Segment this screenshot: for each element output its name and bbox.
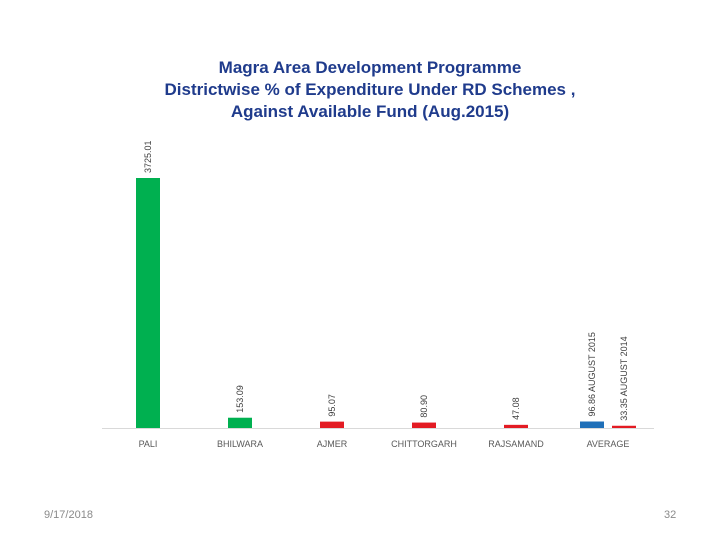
bar-ajmer — [320, 421, 344, 428]
x-tick-label-chittorgarh: CHITTORGARH — [391, 439, 457, 449]
x-tick-label-average: AVERAGE — [587, 439, 630, 449]
bar-chittorgarh — [412, 422, 436, 428]
chart-title-line-1: Magra Area Development Programme — [218, 58, 522, 77]
x-tick-label-bhilwara: BHILWARA — [217, 439, 263, 449]
data-label-rajsamand: 47.08 — [511, 397, 521, 420]
slide-date: 9/17/2018 — [44, 509, 93, 521]
chart-title: Magra Area Development Programme Distric… — [150, 57, 590, 123]
bar-rajsamand — [504, 424, 528, 428]
bar-bhilwara — [228, 417, 252, 428]
data-label-chittorgarh: 80.90 — [419, 395, 429, 418]
data-label-bhilwara: 153.09 — [235, 385, 245, 413]
bar-pali — [136, 178, 160, 428]
x-tick-label-pali: PALI — [139, 439, 158, 449]
data-label-pali: 3725.01 — [143, 140, 153, 173]
data-label-average-series-2: 33.35 AUGUST 2014 — [619, 336, 629, 420]
x-tick-label-ajmer: AJMER — [317, 439, 348, 449]
data-label-ajmer: 95.07 — [327, 394, 337, 417]
data-label-average-series-1: 96.86 AUGUST 2015 — [587, 332, 597, 416]
chart-title-line-3: Against Available Fund (Aug.2015) — [230, 102, 510, 121]
bar-average-series-2 — [612, 425, 636, 428]
chart-title-line-2: Districtwise % of Expenditure Under RD S… — [164, 80, 576, 99]
x-tick-label-rajsamand: RAJSAMAND — [488, 439, 544, 449]
slide-page-number: 32 — [664, 509, 677, 521]
bar-average-series-1 — [580, 421, 604, 428]
